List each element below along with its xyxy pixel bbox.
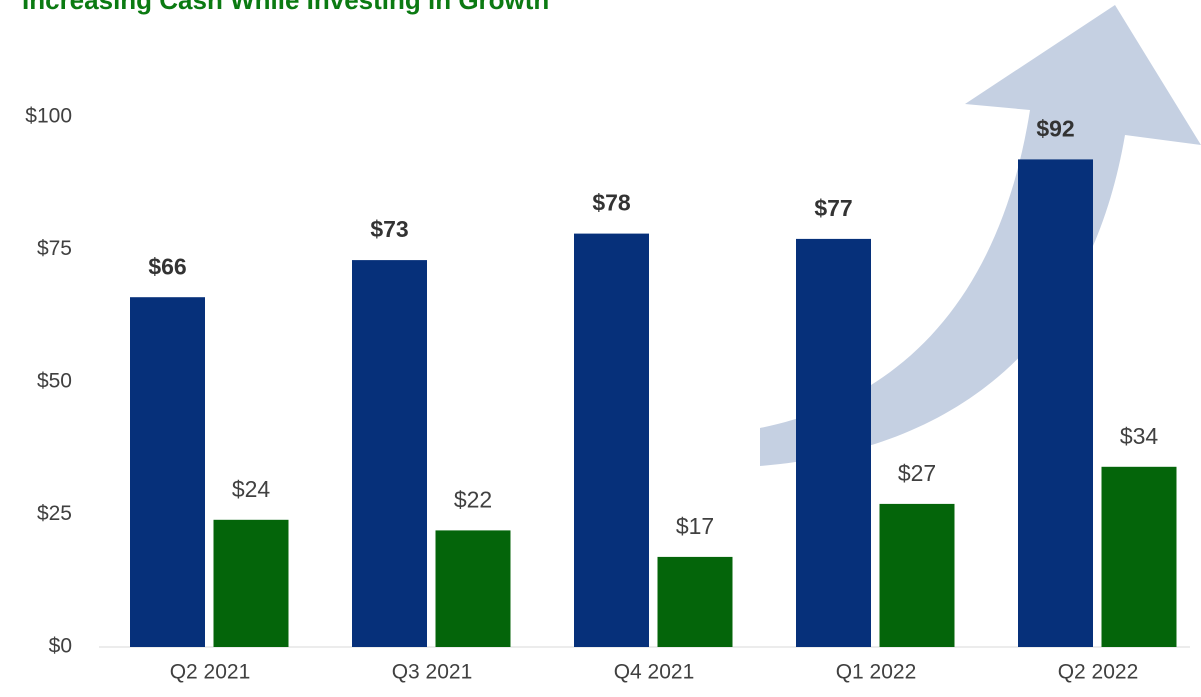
- y-tick-label: $0: [49, 635, 72, 658]
- bar: [879, 503, 955, 647]
- bar: [796, 238, 871, 647]
- value-label: $22: [454, 486, 492, 512]
- value-label: $27: [898, 460, 936, 486]
- y-tick-label: $25: [37, 502, 72, 525]
- value-label: $73: [370, 216, 408, 242]
- value-label: $24: [232, 476, 271, 502]
- bar: [1101, 466, 1177, 647]
- value-label: $77: [814, 195, 852, 221]
- bar: [574, 233, 649, 647]
- bar: [352, 260, 427, 647]
- x-tick-label: Q1 2022: [836, 661, 917, 684]
- bar: [657, 556, 733, 647]
- bar: [130, 297, 205, 647]
- growth-arrow: [760, 5, 1201, 466]
- y-tick-label: $100: [25, 105, 72, 128]
- value-label: $78: [592, 190, 631, 216]
- value-label: $17: [676, 513, 714, 539]
- value-label: $66: [148, 253, 186, 279]
- x-tick-label: Q4 2021: [614, 661, 695, 684]
- x-tick-label: Q3 2021: [392, 661, 473, 684]
- x-tick-label: Q2 2022: [1058, 661, 1139, 684]
- bar: [1018, 159, 1093, 647]
- x-tick-label: Q2 2021: [170, 661, 251, 684]
- bar: [213, 519, 289, 647]
- value-label: $34: [1120, 423, 1159, 449]
- chart-title: Increasing Cash While Investing in Growt…: [22, 0, 549, 15]
- y-tick-label: $50: [37, 370, 72, 393]
- value-label: $92: [1036, 115, 1074, 141]
- bar: [435, 530, 511, 647]
- y-tick-label: $75: [37, 237, 72, 260]
